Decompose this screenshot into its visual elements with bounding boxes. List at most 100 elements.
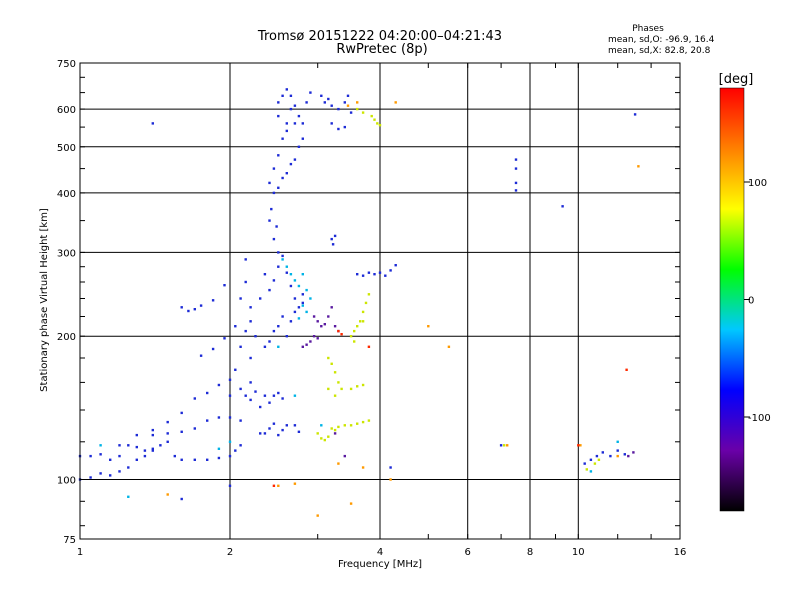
data-point: [305, 310, 308, 314]
data-point: [268, 401, 271, 404]
data-point: [293, 482, 297, 485]
y-tick-label: 750: [57, 59, 76, 70]
data-point: [356, 325, 359, 328]
data-point: [193, 308, 196, 311]
data-point: [327, 97, 330, 101]
data-point: [281, 94, 284, 97]
data-point: [340, 333, 343, 336]
data-point: [309, 91, 312, 94]
data-point: [356, 273, 359, 276]
colorbar-tick-label: -100: [748, 413, 771, 424]
data-point: [361, 274, 365, 277]
data-point: [289, 284, 293, 288]
data-point: [166, 420, 169, 424]
data-point: [589, 470, 593, 473]
data-point: [601, 451, 604, 454]
data-point: [151, 449, 154, 452]
data-point: [327, 387, 330, 391]
data-point: [249, 306, 252, 309]
data-point: [301, 293, 304, 296]
data-point: [293, 122, 297, 125]
data-point: [263, 394, 267, 397]
data-point: [166, 432, 169, 435]
data-points: [78, 88, 640, 517]
data-point: [239, 387, 242, 391]
data-point: [293, 104, 297, 107]
data-point: [166, 440, 169, 443]
data-point: [333, 371, 337, 374]
data-point: [333, 432, 337, 435]
data-point: [312, 335, 316, 338]
data-point: [180, 497, 183, 501]
data-point: [320, 325, 323, 328]
data-point: [187, 309, 190, 313]
data-point: [337, 425, 340, 429]
data-point: [289, 94, 293, 97]
data-point: [289, 320, 293, 323]
data-point: [270, 207, 273, 211]
data-point: [293, 297, 297, 300]
data-point: [361, 420, 365, 424]
data-point: [337, 462, 340, 465]
data-point: [293, 158, 297, 161]
data-point: [633, 113, 637, 116]
data-point: [109, 458, 112, 461]
x-axis: 1 2 4 6 8 10 16: [77, 63, 687, 558]
data-point: [217, 383, 221, 387]
data-point: [268, 181, 271, 185]
data-point: [309, 340, 312, 343]
data-point: [330, 104, 333, 107]
data-point: [301, 301, 304, 305]
data-point: [285, 88, 288, 91]
legend-heading: Phases: [632, 24, 664, 34]
data-point: [272, 237, 276, 241]
data-point: [99, 472, 102, 475]
data-point: [228, 378, 232, 381]
data-point: [514, 167, 518, 170]
data-point: [206, 419, 209, 422]
data-point: [376, 122, 379, 125]
colorbar: [deg] 100 0 -100: [719, 72, 771, 512]
data-point: [364, 301, 368, 305]
data-point: [293, 394, 297, 397]
data-point: [561, 205, 564, 208]
data-point: [289, 273, 293, 276]
data-point: [579, 444, 582, 447]
data-point: [349, 424, 353, 427]
colorbar-tick-label: 0: [748, 296, 754, 307]
data-point: [327, 315, 330, 318]
data-point: [180, 458, 183, 461]
data-point: [609, 454, 612, 458]
data-point: [353, 329, 356, 333]
data-point: [349, 335, 353, 338]
data-point: [151, 433, 154, 437]
data-point: [323, 438, 326, 442]
x-tick-label: 16: [674, 547, 687, 558]
data-point: [330, 237, 333, 241]
data-point: [281, 428, 284, 432]
data-point: [234, 368, 237, 371]
data-point: [301, 273, 304, 276]
data-point: [228, 440, 232, 443]
data-point: [244, 280, 247, 284]
data-point: [389, 478, 392, 481]
plot-grid: [79, 63, 681, 539]
data-point: [340, 387, 343, 391]
data-point: [239, 419, 242, 422]
data-point: [333, 234, 337, 238]
data-point: [356, 101, 359, 104]
data-point: [239, 297, 242, 300]
x-tick-label: 1: [77, 547, 83, 558]
data-point: [228, 484, 232, 487]
data-point: [627, 454, 630, 458]
data-point: [330, 362, 333, 365]
data-point: [118, 454, 121, 458]
data-point: [272, 484, 276, 487]
data-point: [305, 343, 308, 346]
data-point: [389, 466, 392, 469]
data-point: [228, 394, 232, 397]
data-point: [331, 243, 335, 246]
data-point: [193, 427, 196, 430]
data-point: [514, 189, 518, 192]
